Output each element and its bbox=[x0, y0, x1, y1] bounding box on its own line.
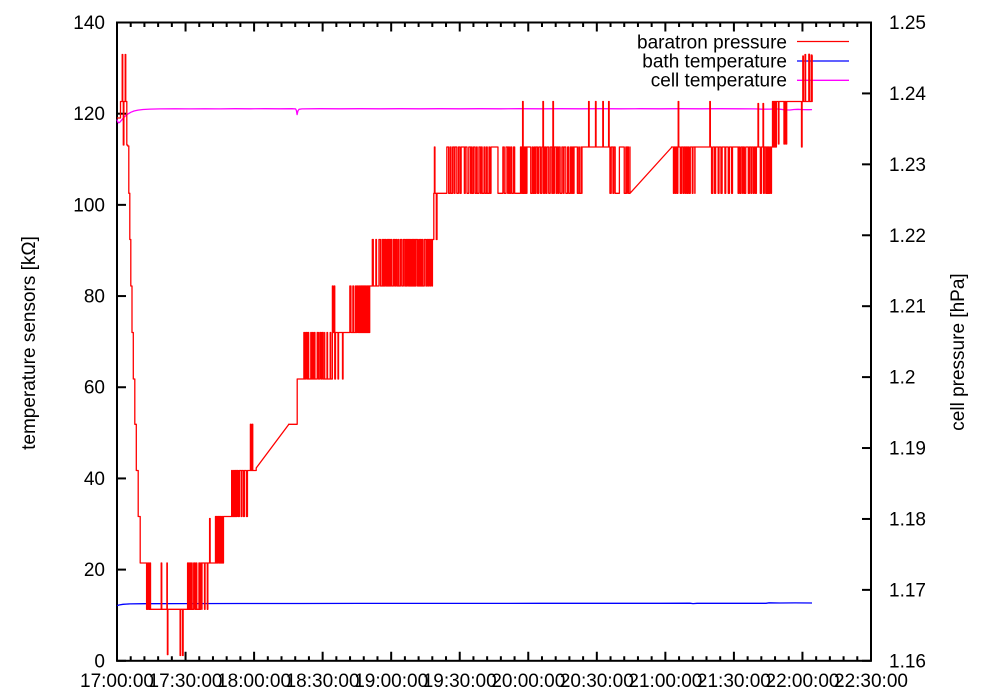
svg-text:1.16: 1.16 bbox=[889, 651, 926, 672]
svg-text:1.24: 1.24 bbox=[889, 84, 926, 105]
svg-text:18:00:00: 18:00:00 bbox=[217, 671, 291, 692]
svg-text:cell temperature: cell temperature bbox=[651, 71, 787, 92]
svg-text:60: 60 bbox=[84, 378, 105, 399]
svg-text:baratron pressure: baratron pressure bbox=[637, 33, 787, 54]
svg-text:20:30:00: 20:30:00 bbox=[560, 671, 634, 692]
svg-text:19:00:00: 19:00:00 bbox=[354, 671, 428, 692]
svg-text:bath temperature: bath temperature bbox=[642, 52, 787, 73]
svg-text:21:30:00: 21:30:00 bbox=[697, 671, 771, 692]
svg-text:1.2: 1.2 bbox=[889, 368, 915, 389]
svg-text:20: 20 bbox=[84, 560, 105, 581]
svg-text:1.19: 1.19 bbox=[889, 439, 926, 460]
svg-text:100: 100 bbox=[73, 195, 105, 216]
svg-text:80: 80 bbox=[84, 287, 105, 308]
svg-text:0: 0 bbox=[94, 651, 105, 672]
svg-text:20:00:00: 20:00:00 bbox=[491, 671, 565, 692]
svg-text:17:00:00: 17:00:00 bbox=[80, 671, 154, 692]
svg-text:1.18: 1.18 bbox=[889, 510, 926, 531]
svg-text:1.17: 1.17 bbox=[889, 580, 926, 601]
svg-text:temperature sensors [kΩ]: temperature sensors [kΩ] bbox=[19, 236, 40, 450]
svg-text:21:00:00: 21:00:00 bbox=[628, 671, 702, 692]
svg-text:19:30:00: 19:30:00 bbox=[423, 671, 497, 692]
svg-text:18:30:00: 18:30:00 bbox=[286, 671, 360, 692]
svg-text:1.22: 1.22 bbox=[889, 226, 926, 247]
svg-text:17:30:00: 17:30:00 bbox=[149, 671, 223, 692]
svg-text:cell pressure [hPa]: cell pressure [hPa] bbox=[948, 273, 969, 430]
svg-text:22:30:00: 22:30:00 bbox=[834, 671, 908, 692]
svg-text:1.25: 1.25 bbox=[889, 13, 926, 34]
svg-text:1.21: 1.21 bbox=[889, 297, 926, 318]
svg-text:1.23: 1.23 bbox=[889, 155, 926, 176]
svg-text:22:00:00: 22:00:00 bbox=[766, 671, 840, 692]
svg-text:40: 40 bbox=[84, 469, 105, 490]
svg-text:140: 140 bbox=[73, 13, 105, 34]
svg-text:120: 120 bbox=[73, 104, 105, 125]
